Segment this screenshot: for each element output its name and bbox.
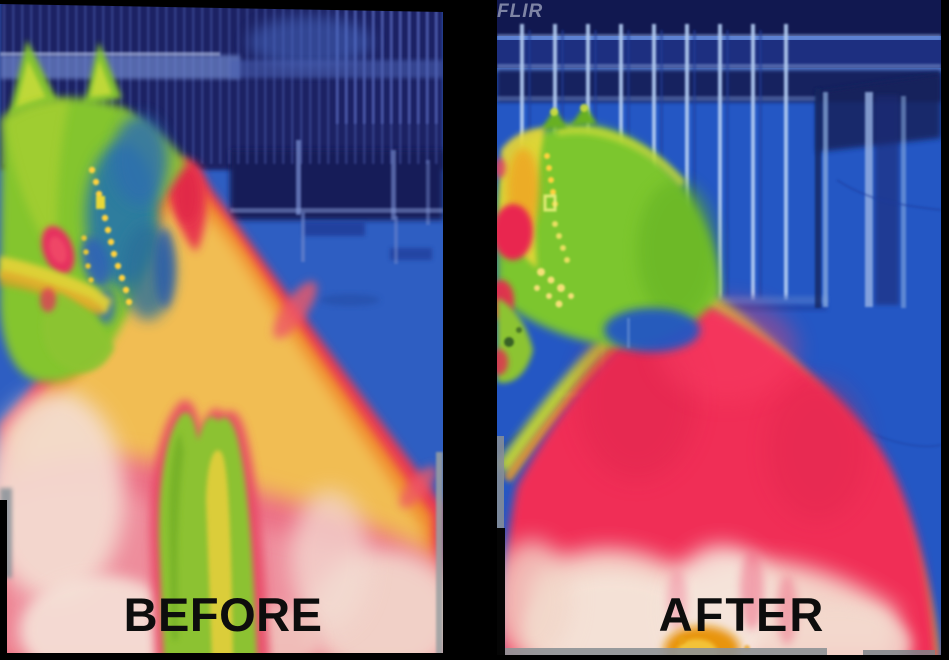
before-horse-head — [0, 40, 187, 383]
before-stable-background — [0, 0, 443, 660]
before-label: BEFORE — [123, 588, 323, 641]
after-thermal-image — [497, 0, 941, 660]
left-ear — [541, 108, 567, 130]
halter-strap-dots — [81, 166, 133, 306]
after-frame-edges — [497, 436, 941, 660]
before-frame-edges — [0, 0, 443, 660]
cheek-hot-spot — [497, 204, 533, 260]
right-edge-strip — [941, 0, 949, 660]
right-ear — [571, 104, 597, 126]
before-panel: BEFORE — [0, 0, 443, 660]
flir-watermark: FLIR — [497, 1, 544, 22]
after-panel: FLIR AFTER — [497, 0, 941, 660]
after-horse-body — [497, 276, 939, 660]
before-tail-stripe — [149, 399, 270, 660]
after-label: AFTER — [658, 588, 826, 641]
halter-hardware-dots — [534, 153, 574, 308]
after-horse-head — [497, 104, 721, 383]
before-thermal-image — [0, 0, 443, 660]
center-divider — [443, 0, 497, 660]
